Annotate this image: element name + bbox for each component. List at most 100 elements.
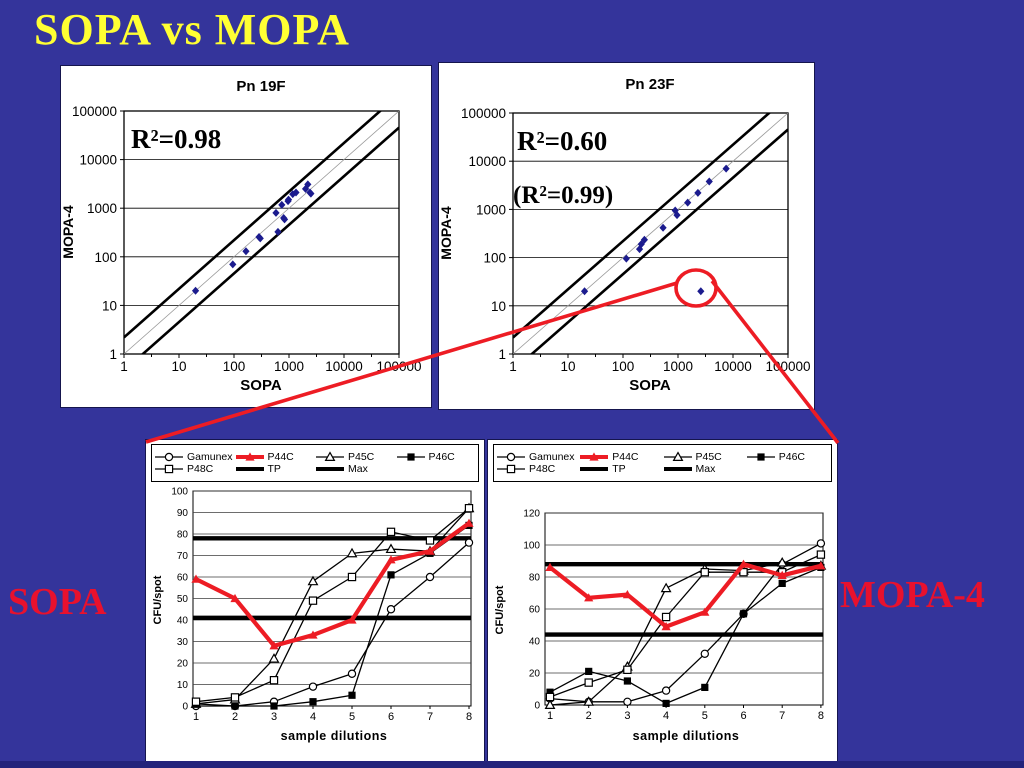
legend-label: Gamunex [529, 451, 575, 463]
svg-text:10000: 10000 [325, 359, 363, 374]
svg-text:1000: 1000 [87, 201, 117, 216]
svg-text:4: 4 [310, 711, 316, 723]
legend-marker-red-triangle-icon [580, 452, 609, 461]
svg-text:5: 5 [702, 710, 708, 722]
svg-text:1: 1 [120, 359, 128, 374]
legend-item-p45c: P45C [663, 451, 746, 463]
svg-text:40: 40 [529, 637, 541, 648]
svg-text:8: 8 [818, 710, 824, 722]
svg-text:R²=0.98: R²=0.98 [131, 124, 221, 154]
legend-marker-open-square-icon [155, 464, 183, 474]
legend-item-p48c: P48C [496, 463, 579, 475]
legend-item-max: Max [663, 463, 746, 475]
line-chart-sopa: 0 10 20 30 40 50 60 70 80 90 100 1 2 3 4 5 6 7 8 sample dil… [146, 482, 484, 768]
legend-label: TP [612, 463, 626, 475]
legend-item-p46c: P46C [746, 451, 829, 463]
svg-text:1: 1 [193, 711, 199, 723]
svg-text:0: 0 [534, 701, 540, 712]
svg-text:100000: 100000 [461, 106, 506, 121]
line-panel-mopa-dilutions: Gamunex P44C P45C P46C P48C TP Max 0 20 40 60 80 10… [487, 439, 838, 762]
legend-label: Max [695, 463, 716, 475]
legend-label: TP [267, 463, 281, 475]
legend-item-p45c: P45C [315, 451, 396, 463]
svg-text:Pn 23F: Pn 23F [625, 76, 674, 93]
legend-item-gamunex: Gamunex [496, 451, 579, 463]
svg-text:100: 100 [223, 359, 246, 374]
legend-item-tp: TP [235, 463, 316, 475]
svg-text:R²=0.60: R²=0.60 [517, 126, 607, 156]
legend-marker-thick-line-icon [235, 467, 264, 471]
legend-mopa-chart: Gamunex P44C P45C P46C P48C TP Max [493, 444, 832, 482]
legend-label: P46C [778, 451, 806, 463]
svg-text:10: 10 [171, 359, 186, 374]
svg-text:20: 20 [177, 659, 189, 670]
legend-marker-thick-line-icon [580, 467, 609, 471]
svg-text:MOPA-4: MOPA-4 [439, 206, 454, 260]
svg-text:1000: 1000 [274, 359, 304, 374]
svg-text:0: 0 [182, 702, 188, 713]
svg-text:100000: 100000 [376, 359, 421, 374]
svg-text:100: 100 [94, 250, 117, 265]
svg-text:1000: 1000 [663, 359, 693, 374]
legend-label: P44C [612, 451, 639, 463]
svg-text:MOPA-4: MOPA-4 [61, 205, 76, 259]
legend-item-gamunex: Gamunex [154, 451, 235, 463]
svg-text:6: 6 [388, 711, 394, 723]
svg-text:50: 50 [177, 594, 189, 605]
scatter-panel-pn23f: 1 10 100 1000 10000 100000 1 10 100 1000 10000 1000… [438, 62, 815, 410]
svg-text:1000: 1000 [476, 202, 506, 217]
svg-text:100: 100 [523, 541, 540, 552]
svg-text:20: 20 [529, 669, 541, 680]
svg-text:1: 1 [547, 710, 553, 722]
legend-sopa-chart: Gamunex P44C P45C P46C P48C TP Max [151, 444, 479, 482]
legend-label: P45C [348, 451, 375, 463]
svg-text:sample dilutions: sample dilutions [633, 729, 740, 743]
legend-item-p44c: P44C [235, 451, 316, 463]
mopa-axis-caption: MOPA-4 [840, 574, 985, 616]
legend-marker-red-triangle-icon [235, 452, 264, 461]
svg-text:SOPA: SOPA [240, 377, 282, 394]
svg-text:10: 10 [491, 299, 506, 314]
svg-text:4: 4 [663, 710, 669, 722]
svg-text:80: 80 [529, 573, 541, 584]
svg-text:10000: 10000 [468, 154, 506, 169]
svg-text:30: 30 [177, 637, 189, 648]
svg-text:8: 8 [466, 711, 472, 723]
legend-item-p44c: P44C [579, 451, 662, 463]
legend-label: P44C [267, 451, 294, 463]
svg-text:10: 10 [102, 298, 117, 313]
svg-text:Pn 19F: Pn 19F [236, 78, 285, 95]
legend-item-p48c: P48C [154, 463, 235, 475]
legend-marker-thick-line-icon [663, 467, 692, 471]
svg-text:120: 120 [523, 509, 540, 520]
line-chart-mopa: 0 20 40 60 80 100 120 1 2 3 4 5 6 7 8 sample dilutions C… [488, 482, 837, 768]
svg-text:70: 70 [177, 551, 189, 562]
legend-marker-open-square-icon [497, 464, 525, 474]
svg-text:1: 1 [109, 347, 117, 362]
sopa-axis-caption: SOPA [8, 581, 107, 623]
svg-text:80: 80 [177, 530, 189, 541]
legend-label: P48C [529, 463, 556, 475]
legend-label: P45C [695, 451, 722, 463]
svg-text:100: 100 [612, 359, 635, 374]
svg-text:1: 1 [498, 347, 506, 362]
svg-text:100000: 100000 [765, 359, 810, 374]
legend-item-p46c: P46C [396, 451, 477, 463]
legend-marker-open-triangle-icon [663, 451, 692, 461]
svg-text:90: 90 [177, 508, 189, 519]
scatter-panel-pn19f: 1 10 100 1000 10000 100000 1 10 100 1000 10000 1000… [60, 65, 432, 408]
svg-text:100000: 100000 [72, 104, 117, 119]
svg-text:40: 40 [177, 616, 189, 627]
legend-marker-open-circle-icon [497, 452, 525, 462]
scatter-chart-pn19f: 1 10 100 1000 10000 100000 1 10 100 1000 10000 1000… [60, 66, 431, 412]
legend-marker-thick-line-icon [316, 467, 344, 471]
legend-marker-filled-square-icon [746, 453, 775, 461]
svg-text:2: 2 [586, 710, 592, 722]
svg-text:60: 60 [529, 605, 541, 616]
bottom-strip [0, 761, 1024, 768]
svg-text:10000: 10000 [79, 153, 117, 168]
svg-text:10: 10 [177, 680, 189, 691]
svg-text:sample dilutions: sample dilutions [281, 729, 388, 743]
svg-text:2: 2 [232, 711, 238, 723]
scatter-chart-pn23f: 1 10 100 1000 10000 100000 1 10 100 1000 10000 1000… [438, 63, 814, 414]
